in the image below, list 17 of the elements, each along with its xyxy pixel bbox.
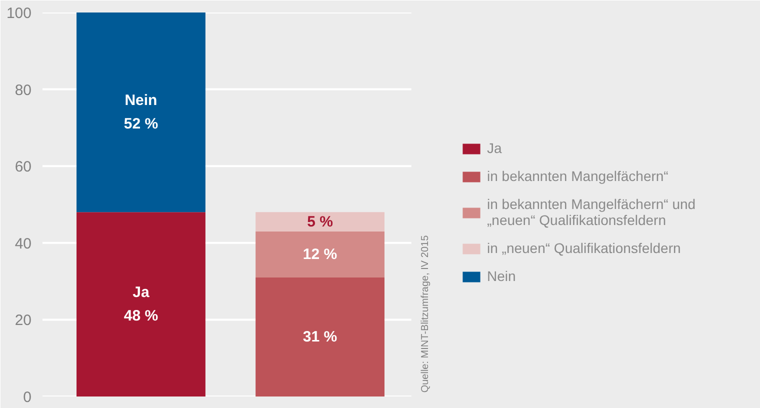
- data-label: 31 %: [302, 328, 338, 346]
- y-tick-label: 20: [14, 312, 32, 330]
- data-label: Ja 48 %: [124, 284, 158, 325]
- legend-label: in bekannten Mangelfächern“ und „neuen“ Qualifikationsfeldern: [487, 196, 696, 228]
- y-tick-label: 0: [23, 389, 32, 406]
- legend-label: in „neuen“ Qualifikationsfeldern: [487, 240, 681, 256]
- data-label: 5 %: [307, 213, 333, 230]
- y-tick-label: 40: [14, 235, 32, 252]
- data-label: 12 %: [302, 246, 338, 263]
- data-label: Nein 52 %: [124, 92, 158, 133]
- legend-label: Nein: [487, 268, 516, 284]
- legend-label: Ja: [487, 140, 503, 156]
- y-tick-label: 80: [14, 82, 32, 99]
- y-tick-label: 60: [14, 158, 32, 176]
- source-note: Quelle: MINT-Blitzumfrage, IV 2015: [420, 234, 432, 393]
- legend-label: in bekannten Mangelfächern“: [487, 168, 668, 184]
- y-tick-label: 100: [6, 5, 32, 22]
